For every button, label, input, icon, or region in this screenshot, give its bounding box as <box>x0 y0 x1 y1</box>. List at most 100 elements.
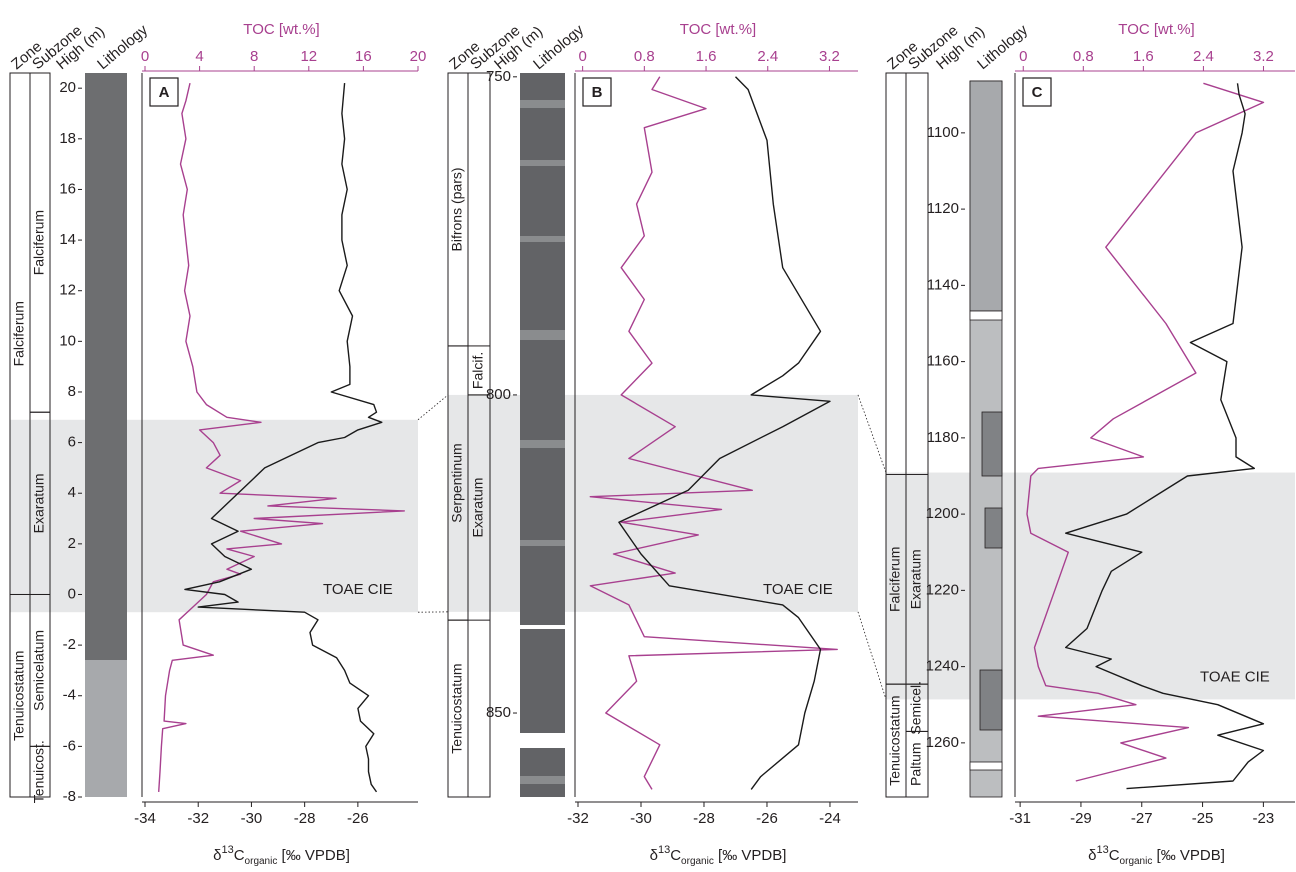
zone-label: Falciferum <box>11 301 27 366</box>
x2-tick-label: 3.2 <box>819 48 840 65</box>
zone-label: Exaratum <box>470 478 486 538</box>
x2-tick-label: 0 <box>1019 48 1027 65</box>
x2-axis-title: TOC [wt.%] <box>1118 21 1194 38</box>
y-tick-label: 12 <box>59 282 76 299</box>
x-axis-title-part: δ <box>1088 847 1096 864</box>
x-tick-label: -29 <box>1070 810 1092 827</box>
x2-tick-label: 0 <box>578 48 586 65</box>
lithology-dark <box>980 670 1002 730</box>
zone-label: Exaratum <box>31 473 47 533</box>
y-tick-label: 0 <box>68 585 76 602</box>
panel-label: A <box>159 84 170 101</box>
y-tick-label: 1220 <box>926 581 959 598</box>
lithology-dark <box>985 508 1002 548</box>
x-axis-title-part: C <box>1109 847 1120 864</box>
cie-connector <box>858 612 886 700</box>
x-tick-label: -32 <box>567 810 589 827</box>
x-tick-label: -25 <box>1192 810 1214 827</box>
figure: TOAE CIE Falciferum Tenuicostatum Falciferu… <box>0 0 1296 872</box>
y-tick-label: 1160 <box>927 353 959 370</box>
zone-label: Serpentinum <box>449 443 465 522</box>
y-tick-label: -2 <box>63 636 76 653</box>
x2-tick-label: 0.8 <box>634 48 655 65</box>
x-axis-title-part: C <box>234 847 245 864</box>
background-layer <box>10 395 1295 699</box>
y-tick-label: 1100 <box>927 124 959 141</box>
x2-tick-label: 4 <box>195 48 203 65</box>
x2-tick-label: 12 <box>300 48 317 65</box>
x2-tick-label: 3.2 <box>1253 48 1274 65</box>
x-tick-label: -24 <box>819 810 841 827</box>
x-axis-title: δ13Corganic [‰ VPDB] <box>213 844 350 867</box>
y-tick-label: 1140 <box>927 276 959 293</box>
x-axis-title-part: 13 <box>1096 844 1108 856</box>
y-tick-label: 4 <box>68 484 76 501</box>
x-tick-label: -32 <box>187 810 209 827</box>
x-axis-title-part: δ <box>650 847 658 864</box>
zone-label: Falcif. <box>470 352 486 389</box>
x-tick-label: -30 <box>241 810 263 827</box>
y-tick-label: 10 <box>59 332 76 349</box>
y-tick-label: 1200 <box>926 505 959 522</box>
x2-tick-label: 1.6 <box>696 48 717 65</box>
lithology-dark <box>982 412 1002 476</box>
lithology-band <box>520 440 565 448</box>
zone-label: Semicel. <box>908 681 924 735</box>
x-tick-label: -26 <box>756 810 778 827</box>
panel-label: B <box>592 84 603 101</box>
x-axis-title-part: [‰ VPDB] <box>714 847 787 864</box>
zone-label: Semicelatum <box>31 630 47 711</box>
x2-tick-label: 16 <box>355 48 372 65</box>
x-axis-title-part: 13 <box>658 844 670 856</box>
x-axis-title-part: organic <box>245 856 278 867</box>
lithology-band <box>520 540 565 546</box>
y-tick-label: 16 <box>59 180 76 197</box>
zone-label: Paltum <box>908 742 924 786</box>
x-axis-title-part: organic <box>1120 856 1153 867</box>
lithology-band <box>520 330 565 340</box>
zone-label: Falciferum <box>887 547 903 612</box>
lithology-dark <box>520 73 565 797</box>
y-tick-label: 1260 <box>926 734 959 751</box>
lithology-band <box>520 776 565 784</box>
cie-connector <box>418 395 448 420</box>
x-tick-label: -26 <box>347 810 369 827</box>
x-axis-title: δ13Corganic [‰ VPDB] <box>650 844 787 867</box>
y-tick-label: 18 <box>59 130 76 147</box>
lithology-band <box>520 160 565 166</box>
x2-tick-label: 0.8 <box>1073 48 1094 65</box>
x-tick-label: -30 <box>630 810 652 827</box>
x-axis-title-part: [‰ VPDB] <box>277 847 350 864</box>
x2-axis-title: TOC [wt.%] <box>680 21 756 38</box>
y-tick-label: 2 <box>68 535 76 552</box>
y-tick-label: 800 <box>486 386 511 403</box>
x-tick-label: -31 <box>1009 810 1031 827</box>
x-tick-label: -28 <box>693 810 715 827</box>
zone-label: Tenuicostatum <box>11 651 27 741</box>
x-axis-title-part: 13 <box>221 844 233 856</box>
lithology-light <box>85 660 127 797</box>
lithology-band <box>520 236 565 242</box>
x2-tick-label: 2.4 <box>1193 48 1214 65</box>
cie-connector <box>858 395 886 473</box>
y-tick-label: 850 <box>486 704 511 721</box>
x2-tick-label: 20 <box>410 48 427 65</box>
cie-label: TOAE CIE <box>1200 668 1270 685</box>
x-tick-label: -34 <box>134 810 156 827</box>
x-axis-title-part: [‰ VPDB] <box>1152 847 1225 864</box>
lithology-band <box>520 100 565 108</box>
y-tick-label: -4 <box>63 687 76 704</box>
y-tick-label: 6 <box>68 434 76 451</box>
x-axis-title-part: organic <box>681 856 714 867</box>
x2-tick-label: 1.6 <box>1133 48 1154 65</box>
cie-label: TOAE CIE <box>763 581 833 598</box>
zone-label: Tenuicostatum <box>887 695 903 785</box>
x-tick-label: -28 <box>294 810 316 827</box>
x2-tick-label: 0 <box>141 48 149 65</box>
zone-label: Bifrons (pars) <box>449 167 465 251</box>
y-tick-label: 8 <box>68 383 76 400</box>
y-tick-label: 1240 <box>926 658 959 675</box>
zone-label: Tenuicost. <box>31 740 47 803</box>
lithology-dark <box>85 73 127 660</box>
zone-label: Exaratum <box>908 549 924 609</box>
